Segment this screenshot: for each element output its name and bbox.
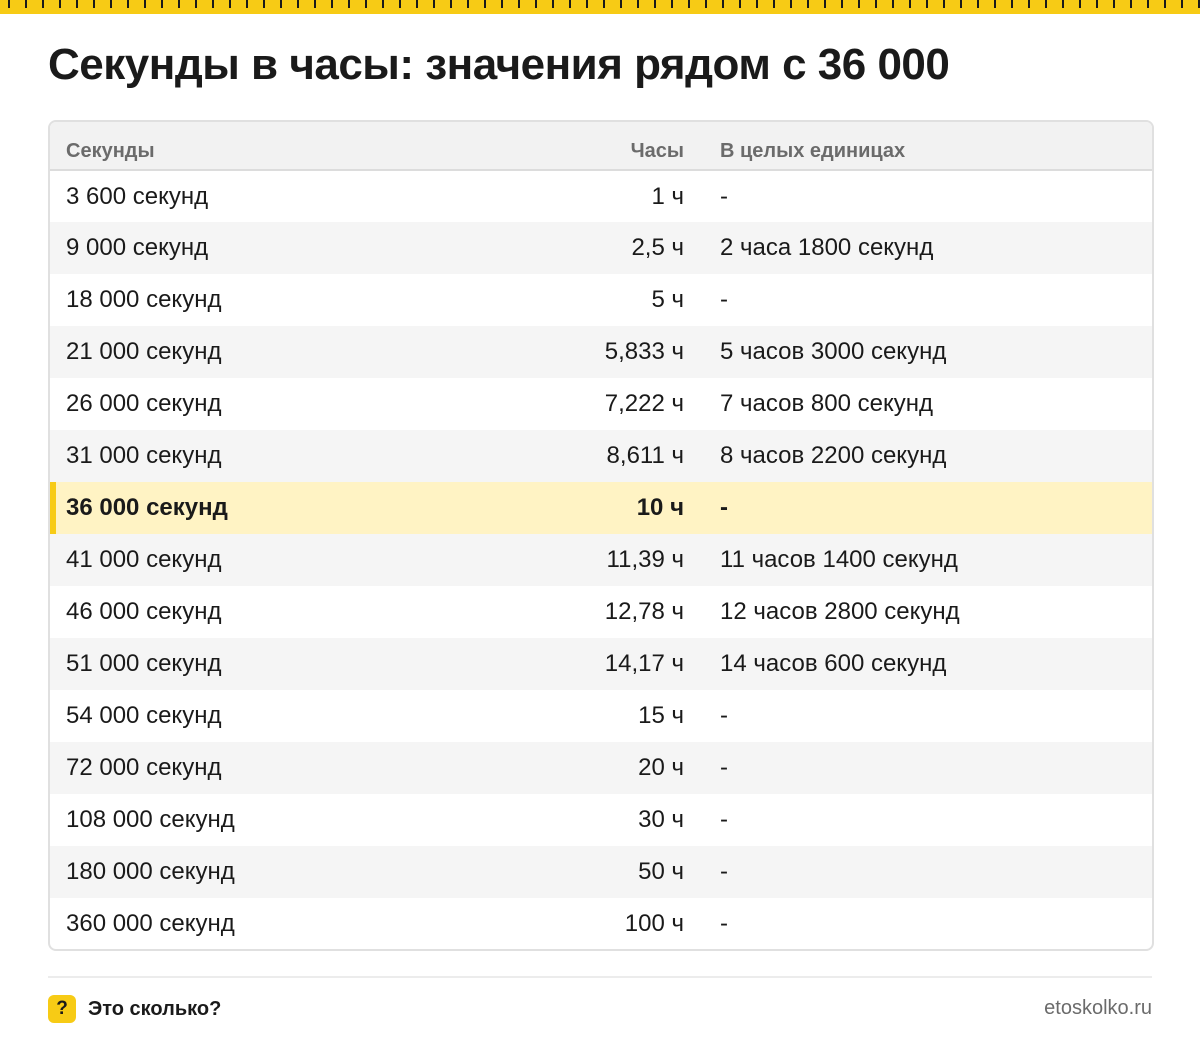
cell-seconds: 9 000 секунд xyxy=(66,234,209,261)
cell-seconds: 36 000 секунд xyxy=(50,482,550,534)
ruler-ticks xyxy=(0,0,1200,8)
cell-whole-units: - xyxy=(720,182,728,210)
cell-hours: 5 ч xyxy=(651,286,684,313)
cell-hours: 14,17 ч xyxy=(604,650,684,677)
cell-whole-units: 8 часов 2200 секунд xyxy=(720,442,947,469)
cell-whole-units: 5 часов 3000 секунд xyxy=(720,338,947,365)
cell-whole-units: 14 часов 600 секунд xyxy=(720,650,947,677)
cell-hours: 100 ч xyxy=(624,910,684,937)
table-body: 3 600 секунд 1 ч - 9 000 секунд 2,5 ч 2 часа … xyxy=(50,170,1152,949)
table-row: 51 000 секунд 14,17 ч 14 часов 600 секунд xyxy=(50,638,1152,690)
table-row: 360 000 секунд 100 ч - xyxy=(50,898,1152,949)
cell-whole-units: 11 часов 1400 секунд xyxy=(720,546,958,573)
cell-seconds: 108 000 секунд xyxy=(66,806,235,833)
table-row: 180 000 секунд 50 ч - xyxy=(50,846,1152,898)
site-url: etoskolko.ru xyxy=(1044,997,1152,1019)
table: Секунды Часы В целых единицах 3 600 секу… xyxy=(50,122,1152,949)
cell-seconds: 18 000 секунд xyxy=(66,286,222,313)
table-header: Секунды Часы В целых единицах xyxy=(50,122,1152,171)
cell-hours: 15 ч xyxy=(638,702,684,729)
cell-seconds: 72 000 секунд xyxy=(66,754,222,781)
table-row: 21 000 секунд 5,833 ч 5 часов 3000 секунд xyxy=(50,326,1152,378)
table-row: 108 000 секунд 30 ч - xyxy=(50,794,1152,846)
cell-seconds: 21 000 секунд xyxy=(66,338,222,365)
cell-hours: 20 ч xyxy=(638,754,684,781)
brand-name: Это сколько? xyxy=(88,997,222,1020)
header-row: Секунды Часы В целых единицах xyxy=(50,122,1152,171)
table-row: 18 000 секунд 5 ч - xyxy=(50,274,1152,326)
footer-divider xyxy=(48,976,1152,978)
cell-seconds: 360 000 секунд xyxy=(66,910,235,937)
table-row: 9 000 секунд 2,5 ч 2 часа 1800 секунд xyxy=(50,222,1152,274)
column-header-whole-units: В целых единицах xyxy=(684,122,1152,171)
cell-seconds: 51 000 секунд xyxy=(66,650,222,677)
table-row: 31 000 секунд 8,611 ч 8 часов 2200 секунд xyxy=(50,430,1152,482)
page-title: Секунды в часы: значения рядом с 36 000 xyxy=(48,40,950,89)
cell-seconds: 26 000 секунд xyxy=(66,390,222,417)
column-header-hours: Часы xyxy=(550,122,684,171)
cell-hours: 10 ч xyxy=(636,494,684,521)
cell-whole-units: 12 часов 2800 секунд xyxy=(720,598,960,625)
conversion-table: Секунды Часы В целых единицах 3 600 секу… xyxy=(48,120,1154,951)
cell-whole-units: - xyxy=(720,858,728,885)
footer-brand: ? Это сколько? xyxy=(48,994,221,1024)
question-mark-icon: ? xyxy=(48,995,76,1023)
cell-whole-units: - xyxy=(720,754,728,781)
table-row: 3 600 секунд 1 ч - xyxy=(50,170,1152,222)
cell-seconds: 3 600 секунд xyxy=(66,182,209,210)
cell-seconds: 180 000 секунд xyxy=(66,858,235,885)
cell-whole-units: 7 часов 800 секунд xyxy=(720,390,933,417)
cell-hours: 11,39 ч xyxy=(606,546,684,573)
ruler-strip xyxy=(0,0,1200,14)
cell-seconds: 41 000 секунд xyxy=(66,546,222,573)
cell-hours: 1 ч xyxy=(651,182,684,210)
cell-hours: 50 ч xyxy=(638,858,684,885)
cell-seconds: 31 000 секунд xyxy=(66,442,222,469)
table-row-highlighted: 36 000 секунд 10 ч - xyxy=(50,482,1152,534)
cell-hours: 12,78 ч xyxy=(604,598,684,625)
cell-seconds: 46 000 секунд xyxy=(66,598,222,625)
cell-hours: 2,5 ч xyxy=(631,234,684,261)
table-row: 72 000 секунд 20 ч - xyxy=(50,742,1152,794)
table-row: 54 000 секунд 15 ч - xyxy=(50,690,1152,742)
cell-hours: 5,833 ч xyxy=(604,338,684,365)
cell-seconds: 54 000 секунд xyxy=(66,702,222,729)
cell-whole-units: - xyxy=(720,806,728,833)
cell-whole-units: 2 часа 1800 секунд xyxy=(720,234,934,261)
cell-whole-units: - xyxy=(720,702,728,729)
cell-whole-units: - xyxy=(720,494,728,521)
cell-hours: 7,222 ч xyxy=(604,390,684,417)
cell-whole-units: - xyxy=(720,910,728,937)
table-row: 41 000 секунд 11,39 ч 11 часов 1400 секунд xyxy=(50,534,1152,586)
table-row: 26 000 секунд 7,222 ч 7 часов 800 секунд xyxy=(50,378,1152,430)
cell-hours: 30 ч xyxy=(638,806,684,833)
column-header-seconds: Секунды xyxy=(50,122,550,171)
table-row: 46 000 секунд 12,78 ч 12 часов 2800 секунд xyxy=(50,586,1152,638)
cell-whole-units: - xyxy=(720,286,728,313)
cell-hours: 8,611 ч xyxy=(606,442,684,469)
